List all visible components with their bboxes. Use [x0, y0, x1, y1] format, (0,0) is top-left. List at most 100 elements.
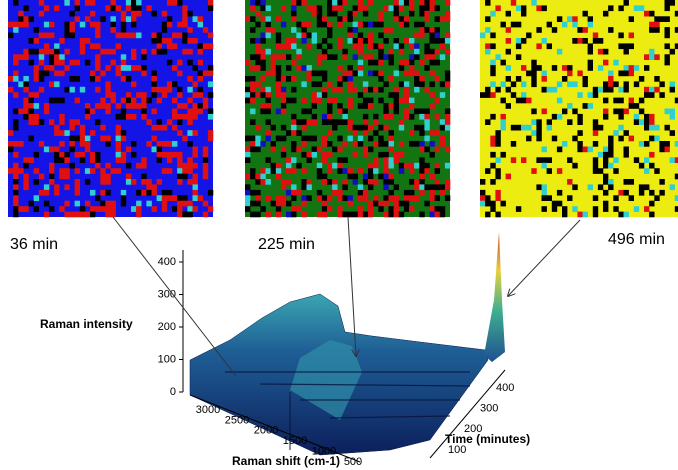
map-pixel: [435, 38, 440, 44]
map-pixel: [495, 168, 500, 174]
map-pixel: [64, 22, 69, 28]
map-pixel: [100, 136, 105, 142]
map-pixel: [506, 87, 511, 93]
map-pixel: [399, 43, 404, 49]
map-pixel: [291, 168, 296, 174]
map-pixel: [353, 212, 358, 218]
map-pixel: [639, 5, 644, 11]
map-pixel: [172, 43, 177, 49]
map-pixel: [495, 141, 500, 147]
map-pixel: [312, 5, 317, 11]
map-pixel: [624, 49, 629, 55]
map-pixel: [562, 76, 567, 82]
map-pixel: [208, 130, 213, 136]
map-pixel: [193, 179, 198, 185]
map-pixel: [177, 22, 182, 28]
map-pixel: [8, 168, 13, 174]
map-pixel: [670, 184, 675, 190]
map-pixel: [245, 16, 250, 22]
map-pixel: [572, 109, 577, 115]
map-pixel: [337, 157, 342, 163]
map-pixel: [332, 125, 337, 131]
map-pixel: [603, 11, 608, 17]
map-pixel: [670, 114, 675, 120]
map-pixel: [157, 152, 162, 158]
map-pixel: [255, 0, 260, 6]
map-pixel: [348, 27, 353, 33]
map-pixel: [332, 190, 337, 196]
map-pixel: [490, 92, 495, 98]
map-pixel: [404, 87, 409, 93]
map-pixel: [64, 27, 69, 33]
map-pixel: [208, 109, 213, 115]
map-pixel: [506, 49, 511, 55]
map-pixel: [49, 119, 54, 125]
map-pixel: [250, 201, 255, 207]
map-pixel: [445, 11, 450, 17]
map-pixel: [172, 109, 177, 115]
map-pixel: [116, 130, 121, 136]
map-pixel: [286, 65, 291, 71]
map-pixel: [54, 157, 59, 163]
map-pixel: [260, 141, 265, 147]
map-pixel: [281, 109, 286, 115]
map-pixel: [516, 22, 521, 28]
map-pixel: [588, 92, 593, 98]
map-pixel: [327, 27, 332, 33]
map-pixel: [136, 212, 141, 218]
map-pixel: [501, 60, 506, 66]
map-pixel: [373, 163, 378, 169]
map-pixel: [296, 190, 301, 196]
map-pixel: [312, 71, 317, 77]
map-pixel: [490, 43, 495, 49]
map-pixel: [291, 11, 296, 17]
map-pixel: [542, 87, 547, 93]
map-pixel: [116, 33, 121, 39]
map-pixel: [394, 43, 399, 49]
map-pixel: [542, 76, 547, 82]
map-pixel: [152, 11, 157, 17]
map-pixel: [383, 174, 388, 180]
map-pixel: [383, 38, 388, 44]
map-pixel: [593, 212, 598, 218]
map-pixel: [608, 76, 613, 82]
map-pixel: [187, 157, 192, 163]
map-pixel: [322, 195, 327, 201]
map-pixel: [603, 98, 608, 104]
map-pixel: [187, 130, 192, 136]
map-pixel: [567, 16, 572, 22]
map-pixel: [193, 174, 198, 180]
map-pixel: [54, 71, 59, 77]
map-pixel: [177, 152, 182, 158]
map-pixel: [121, 27, 126, 33]
map-pixel: [634, 81, 639, 87]
map-pixel: [85, 179, 90, 185]
map-pixel: [485, 87, 490, 93]
map-pixel: [286, 179, 291, 185]
map-pixel: [105, 201, 110, 207]
map-pixel: [187, 119, 192, 125]
map-pixel: [353, 22, 358, 28]
map-pixel: [624, 130, 629, 136]
map-pixel: [281, 184, 286, 190]
map-pixel: [603, 190, 608, 196]
map-pixel: [394, 109, 399, 115]
map-pixel: [177, 87, 182, 93]
map-pixel: [260, 179, 265, 185]
map-pixel: [337, 87, 342, 93]
map-pixel: [373, 179, 378, 185]
map-pixel: [276, 206, 281, 212]
map-pixel: [146, 184, 151, 190]
map-pixel: [95, 43, 100, 49]
map-pixel: [332, 98, 337, 104]
map-pixel: [378, 54, 383, 60]
map-pixel: [162, 38, 167, 44]
map-pixel: [177, 103, 182, 109]
map-pixel: [389, 114, 394, 120]
map-pixel: [593, 119, 598, 125]
map-pixel: [49, 49, 54, 55]
map-pixel: [358, 195, 363, 201]
map-pixel: [378, 152, 383, 158]
map-pixel: [404, 0, 409, 6]
map-pixel: [111, 168, 116, 174]
